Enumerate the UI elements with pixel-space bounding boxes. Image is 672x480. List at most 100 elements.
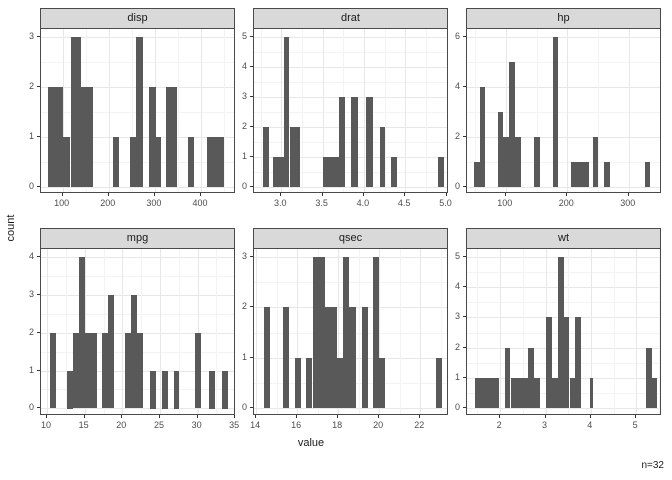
y-tick-mark xyxy=(37,407,40,409)
y-tick-mark xyxy=(463,35,466,37)
histogram-bar xyxy=(475,378,482,409)
y-tick-label: 1 xyxy=(454,372,460,382)
y-tick-label: 0 xyxy=(241,180,247,191)
y-tick-mark xyxy=(463,255,466,257)
gridline-minor-y xyxy=(467,111,660,113)
histogram-bar xyxy=(645,347,652,409)
y-tick-mark xyxy=(37,35,40,37)
gridline-minor-x xyxy=(131,29,133,192)
histogram-bar xyxy=(604,161,610,187)
gridline-minor-x xyxy=(224,29,225,192)
histogram-bar xyxy=(510,378,517,409)
gridline-minor-x xyxy=(440,249,442,414)
histogram-bar xyxy=(47,86,64,187)
gridline-major-y xyxy=(254,186,447,188)
x-tick-mark xyxy=(589,415,591,418)
x-tick-label: 18 xyxy=(332,420,343,430)
histogram-bar xyxy=(551,378,558,409)
y-tick-mark xyxy=(250,185,253,187)
y-tick-label: 2 xyxy=(241,301,247,312)
y-tick-mark xyxy=(463,346,466,348)
histogram-bar xyxy=(79,256,85,409)
gridline-major-x xyxy=(256,249,258,414)
y-tick-mark xyxy=(463,407,466,409)
histogram-bar xyxy=(150,370,157,409)
histogram-bar xyxy=(283,36,290,187)
gridline-major-x xyxy=(47,249,48,414)
histogram-bar xyxy=(137,332,144,409)
gridline-major-x xyxy=(446,29,447,192)
histogram-bar xyxy=(306,357,313,409)
y-tick-label: 0 xyxy=(241,402,247,413)
gridline-major-x xyxy=(628,29,630,192)
x-tick-mark xyxy=(499,415,501,418)
histogram-bar xyxy=(379,126,386,187)
histogram-bar xyxy=(373,256,380,409)
histogram-bar xyxy=(651,378,658,409)
x-tick-mark xyxy=(234,415,236,418)
gridline-minor-x xyxy=(659,29,660,192)
y-tick-mark xyxy=(37,185,40,187)
y-tick-mark xyxy=(37,331,40,333)
y-tick-label: 4 xyxy=(454,80,460,91)
histogram-bar xyxy=(136,36,143,187)
histogram-bar xyxy=(84,332,91,409)
x-tick-mark xyxy=(153,193,155,196)
gridline-major-x xyxy=(405,29,407,192)
gridline-minor-y xyxy=(254,81,447,83)
x-tick-mark xyxy=(83,415,85,418)
x-tick-label: 5 xyxy=(632,420,638,430)
gridline-minor-y xyxy=(254,141,447,143)
x-tick-label: 4.0 xyxy=(356,198,370,208)
gridline-major-y xyxy=(254,66,447,68)
gridline-minor-x xyxy=(358,249,360,414)
gridline-major-y xyxy=(254,156,447,158)
facet-strip-qsec: qsec xyxy=(253,228,448,249)
histogram-bar xyxy=(534,378,540,409)
histogram-bar xyxy=(263,126,269,187)
gridline-minor-x xyxy=(216,249,218,414)
histogram-bar xyxy=(534,136,541,187)
x-tick-label: 3.0 xyxy=(274,198,287,208)
histogram-bar xyxy=(264,307,271,409)
gridline-major-x xyxy=(590,249,592,414)
x-tick-label: 2 xyxy=(496,420,502,430)
histogram-bar xyxy=(273,156,284,187)
gridline-major-y xyxy=(467,186,660,188)
histogram-bar xyxy=(156,136,162,187)
facet-strip-title: wt xyxy=(558,232,569,244)
x-tick-mark xyxy=(159,415,160,418)
histogram-bar xyxy=(90,332,97,409)
gridline-major-x xyxy=(281,29,283,192)
x-tick-label: 200 xyxy=(100,198,116,208)
y-tick-label: 4 xyxy=(454,281,460,291)
x-tick-label: 35 xyxy=(229,420,240,430)
histogram-bar xyxy=(131,294,138,409)
gridline-minor-y xyxy=(254,111,447,113)
x-tick-mark xyxy=(362,193,364,196)
histogram-bar xyxy=(503,136,510,187)
x-tick-mark xyxy=(404,193,406,196)
histogram-bar xyxy=(350,96,359,187)
gridline-minor-y xyxy=(467,161,660,163)
x-tick-mark xyxy=(504,193,506,196)
gridline-minor-x xyxy=(301,29,303,192)
gridline-minor-y xyxy=(41,313,234,315)
gridline-major-y xyxy=(467,136,660,138)
gridline-major-x xyxy=(500,249,502,414)
histogram-bar xyxy=(435,357,442,409)
x-tick-label: 3 xyxy=(541,420,547,430)
histogram-bar xyxy=(343,256,350,409)
histogram-bar xyxy=(108,294,114,409)
histogram-bar xyxy=(361,307,368,409)
y-tick-mark xyxy=(463,377,466,378)
y-tick-mark xyxy=(250,125,253,127)
gridline-major-y xyxy=(41,256,234,258)
histogram-bar xyxy=(552,36,558,187)
gridline-minor-y xyxy=(254,281,447,283)
gridline-major-y xyxy=(467,86,660,88)
histogram-bar xyxy=(112,136,119,187)
histogram-bar xyxy=(479,86,486,187)
histogram-bar xyxy=(165,86,177,187)
x-tick-label: 14 xyxy=(250,420,261,430)
